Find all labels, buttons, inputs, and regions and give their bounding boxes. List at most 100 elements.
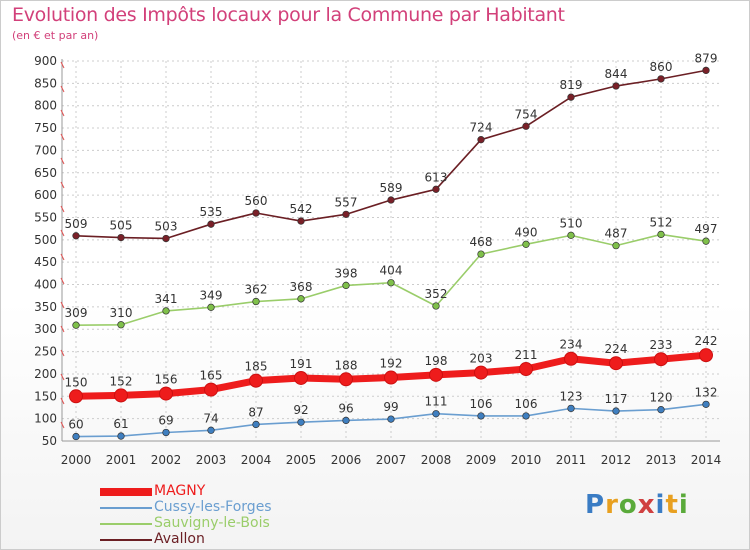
legend-swatch [100, 507, 152, 509]
axis-accent-tick [60, 229, 65, 237]
data-point-avallon [252, 209, 260, 217]
y-tick-label: 550 [34, 210, 57, 224]
axis-accent-tick [60, 301, 65, 309]
x-tick-label: 2009 [466, 453, 497, 467]
data-point-avallon [117, 233, 125, 242]
data-label-avallon: 613 [425, 170, 448, 184]
data-label-magny: 192 [380, 357, 403, 371]
axis-accent-tick [60, 157, 65, 165]
data-point-cussy-les-forges [567, 404, 575, 413]
data-point-sauvigny-le-bois [252, 297, 260, 306]
x-tick-label: 2004 [241, 453, 272, 467]
data-label-magny: 156 [155, 373, 178, 387]
axis-accent-tick [60, 373, 65, 381]
data-label-avallon: 754 [515, 107, 538, 121]
data-label-cussy-les-forges: 99 [383, 400, 398, 414]
data-point-sauvigny-le-bois [657, 230, 665, 239]
x-tick-label: 2003 [196, 453, 227, 467]
data-point-cussy-les-forges [522, 412, 530, 420]
x-tick-label: 2008 [421, 453, 452, 467]
data-point-cussy-les-forges [297, 418, 305, 426]
data-label-avallon: 860 [650, 60, 673, 74]
data-label-sauvigny-le-bois: 310 [110, 306, 133, 320]
data-label-magny: 203 [470, 352, 493, 366]
data-label-sauvigny-le-bois: 490 [515, 225, 538, 239]
y-tick-label: 150 [34, 389, 57, 403]
x-tick-label: 2011 [556, 453, 587, 467]
x-tick-label: 2006 [331, 453, 362, 467]
data-point-sauvigny-le-bois [162, 307, 170, 315]
data-label-cussy-les-forges: 74 [203, 411, 218, 425]
data-label-sauvigny-le-bois: 510 [560, 216, 583, 230]
data-point-cussy-les-forges [207, 426, 215, 434]
data-point-sauvigny-le-bois [117, 321, 125, 329]
data-point-cussy-les-forges [432, 410, 440, 418]
data-point-magny [294, 370, 308, 385]
data-point-magny [474, 365, 488, 380]
data-label-magny: 152 [110, 374, 133, 388]
data-label-cussy-les-forges: 132 [695, 385, 718, 399]
data-point-avallon [342, 210, 350, 218]
data-label-avallon: 724 [470, 121, 493, 135]
data-point-cussy-les-forges [342, 416, 350, 425]
data-label-cussy-les-forges: 111 [425, 395, 448, 409]
data-point-cussy-les-forges [252, 420, 260, 429]
data-point-magny [654, 352, 668, 367]
data-point-avallon [612, 82, 620, 90]
y-tick-label: 750 [34, 121, 57, 135]
axis-accent-tick [60, 253, 65, 261]
data-point-sauvigny-le-bois [387, 279, 395, 287]
data-label-sauvigny-le-bois: 497 [695, 222, 718, 236]
data-point-magny [609, 356, 623, 371]
data-label-sauvigny-le-bois: 352 [425, 287, 448, 301]
y-tick-label: 250 [34, 345, 57, 359]
logo-letter: i [678, 490, 689, 520]
data-point-cussy-les-forges [117, 432, 125, 440]
data-label-avallon: 503 [155, 219, 178, 233]
data-label-sauvigny-le-bois: 398 [335, 266, 358, 280]
logo-letter: o [618, 490, 638, 520]
data-point-sauvigny-le-bois [207, 303, 215, 311]
data-point-avallon [207, 220, 215, 228]
data-label-cussy-les-forges: 123 [560, 389, 583, 403]
x-tick-label: 2005 [286, 453, 317, 467]
logo-letter: t [665, 490, 679, 520]
data-label-magny: 233 [650, 338, 673, 352]
data-point-sauvigny-le-bois [72, 321, 80, 329]
data-point-sauvigny-le-bois [477, 250, 485, 258]
data-label-magny: 211 [515, 348, 538, 362]
y-tick-label: 600 [34, 188, 57, 202]
logo-letter: P [585, 490, 606, 520]
x-tick-label: 2007 [376, 453, 407, 467]
logo-letter: i [655, 490, 666, 520]
y-tick-label: 100 [34, 412, 57, 426]
data-label-cussy-les-forges: 96 [338, 401, 353, 415]
axis-accent-tick [60, 109, 65, 117]
data-point-magny [699, 348, 713, 363]
data-label-magny: 191 [290, 357, 313, 371]
data-label-avallon: 542 [290, 202, 313, 216]
data-point-sauvigny-le-bois [612, 241, 620, 250]
data-point-magny [159, 386, 173, 401]
axis-accent-tick [60, 325, 65, 333]
data-label-magny: 224 [605, 342, 628, 356]
data-point-cussy-les-forges [657, 406, 665, 414]
data-label-sauvigny-le-bois: 368 [290, 280, 313, 294]
data-point-cussy-les-forges [612, 407, 620, 415]
x-tick-label: 2001 [106, 453, 137, 467]
axis-accent-tick [60, 349, 65, 357]
data-label-cussy-les-forges: 60 [68, 418, 83, 432]
data-label-magny: 165 [200, 369, 223, 383]
data-label-cussy-les-forges: 69 [158, 414, 173, 428]
axis-accent-tick [60, 421, 65, 429]
data-label-cussy-les-forges: 92 [293, 403, 308, 417]
y-tick-label: 500 [34, 233, 57, 247]
data-label-cussy-les-forges: 106 [515, 397, 538, 411]
y-tick-label: 350 [34, 300, 57, 314]
chart-title: Evolution des Impôts locaux pour la Comm… [12, 4, 565, 26]
data-point-avallon [432, 185, 440, 193]
data-point-cussy-les-forges [477, 412, 485, 420]
legend-label: Sauvigny-le-Bois [154, 515, 270, 531]
